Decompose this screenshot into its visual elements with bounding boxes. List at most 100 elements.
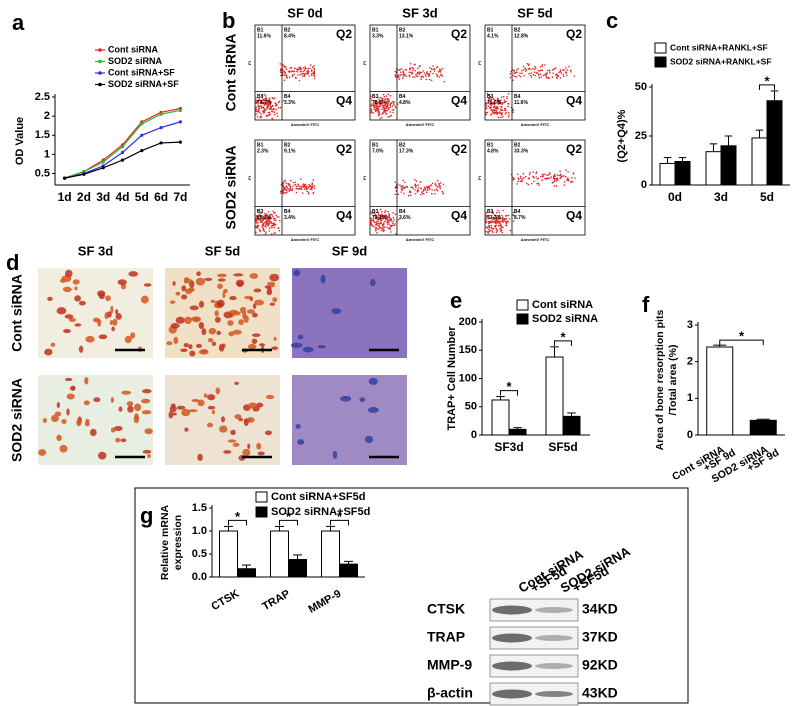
legend-swatch bbox=[255, 491, 268, 503]
cell-dot bbox=[555, 74, 557, 76]
cell-dot bbox=[421, 75, 424, 77]
cell-dot bbox=[519, 175, 522, 178]
osteoclast bbox=[269, 302, 276, 306]
cell-dot bbox=[487, 214, 490, 217]
cell-dot bbox=[485, 107, 487, 110]
y-tick-label: 50 bbox=[635, 81, 647, 93]
cell-dot bbox=[541, 179, 544, 181]
cell-dot bbox=[392, 222, 394, 225]
cell-dot bbox=[379, 105, 381, 108]
cell-dot bbox=[259, 116, 262, 119]
cell-dot bbox=[506, 97, 508, 100]
osteoclast bbox=[115, 437, 121, 443]
gate-percent: 53.3% bbox=[487, 215, 502, 221]
osteoclast bbox=[141, 398, 151, 404]
gate-label: B3 bbox=[257, 209, 264, 215]
y-tick-label: 1 bbox=[44, 148, 50, 160]
cell-dot bbox=[270, 106, 273, 108]
osteoclast bbox=[208, 327, 217, 335]
osteoclast bbox=[115, 313, 122, 320]
flow-y-label: PI bbox=[362, 176, 367, 180]
osteoclast bbox=[142, 389, 152, 394]
cell-dot bbox=[518, 74, 520, 77]
cell-dot bbox=[385, 112, 387, 115]
cell-dot bbox=[255, 101, 258, 104]
cell-dot bbox=[271, 96, 274, 99]
cell-dot bbox=[382, 93, 385, 96]
cell-dot bbox=[489, 100, 492, 103]
osteoclast bbox=[249, 273, 259, 279]
cell-dot bbox=[273, 212, 276, 214]
cell-dot bbox=[255, 108, 257, 110]
cell-dot bbox=[259, 218, 262, 221]
quadrant-label: Q2 bbox=[566, 142, 582, 156]
cell-dot bbox=[502, 101, 504, 104]
cell-dot bbox=[537, 70, 540, 72]
cell-dot bbox=[285, 182, 287, 184]
cell-dot bbox=[516, 71, 518, 73]
cell-dot bbox=[371, 109, 373, 112]
cell-dot bbox=[426, 73, 429, 75]
osteoclast bbox=[50, 342, 56, 347]
cell-dot bbox=[293, 73, 295, 75]
cell-dot bbox=[264, 218, 267, 220]
cell-dot bbox=[410, 191, 412, 193]
cell-dot bbox=[370, 217, 372, 220]
gate-percent: 11.6% bbox=[257, 33, 271, 39]
cell-dot bbox=[549, 172, 551, 174]
significance-bracket bbox=[554, 340, 572, 346]
cell-dot bbox=[300, 188, 303, 190]
cell-dot bbox=[377, 213, 379, 216]
cell-dot bbox=[501, 112, 503, 114]
cell-dot bbox=[390, 114, 392, 117]
cell-dot bbox=[563, 181, 566, 183]
cell-dot bbox=[552, 177, 555, 179]
cell-dot bbox=[408, 75, 411, 78]
cell-dot bbox=[508, 114, 510, 116]
cell-dot bbox=[545, 73, 548, 76]
cells bbox=[295, 377, 379, 459]
cell-dot bbox=[501, 113, 503, 115]
cell-dot bbox=[539, 175, 542, 178]
cell-dot bbox=[502, 209, 504, 212]
cell-dot bbox=[265, 213, 268, 216]
cell-dot bbox=[532, 67, 534, 70]
cell-dot bbox=[551, 182, 554, 184]
osteoclast bbox=[217, 278, 226, 282]
cell-dot bbox=[541, 175, 544, 178]
cell-dot bbox=[512, 69, 514, 71]
quadrant-label: Q4 bbox=[451, 209, 467, 223]
bar bbox=[751, 137, 768, 186]
cell-dot bbox=[269, 216, 272, 218]
cell-dot bbox=[501, 217, 504, 220]
x-tick-label: MMP-9 bbox=[307, 588, 344, 616]
osteoclast bbox=[120, 438, 127, 443]
cell-dot bbox=[269, 107, 272, 109]
bar bbox=[659, 162, 676, 186]
cell-dot bbox=[374, 214, 376, 217]
cell-dot bbox=[371, 104, 374, 106]
cell-dot bbox=[309, 188, 312, 190]
cell-dot bbox=[500, 99, 502, 101]
osteoclast bbox=[124, 335, 132, 344]
cell-dot bbox=[493, 220, 495, 222]
cell-dot bbox=[547, 177, 550, 179]
cell-dot bbox=[412, 76, 414, 78]
cell-dot bbox=[273, 226, 276, 229]
gate-label: B1 bbox=[487, 27, 494, 33]
cell-dot bbox=[256, 222, 258, 224]
cell-dot bbox=[298, 79, 301, 82]
gate-percent: 8.7% bbox=[514, 215, 526, 221]
cell-dot bbox=[408, 71, 411, 74]
cell-dot bbox=[443, 81, 446, 83]
cell-dot bbox=[527, 177, 530, 179]
cell-dot bbox=[504, 113, 507, 115]
blot-band bbox=[535, 691, 573, 697]
cell-dot bbox=[258, 112, 261, 114]
cell-dot bbox=[438, 76, 441, 78]
cell-dot bbox=[488, 225, 491, 227]
cell-dot bbox=[267, 224, 269, 227]
cell-dot bbox=[563, 184, 566, 186]
cell-dot bbox=[304, 67, 307, 70]
significance-bracket bbox=[279, 519, 298, 526]
